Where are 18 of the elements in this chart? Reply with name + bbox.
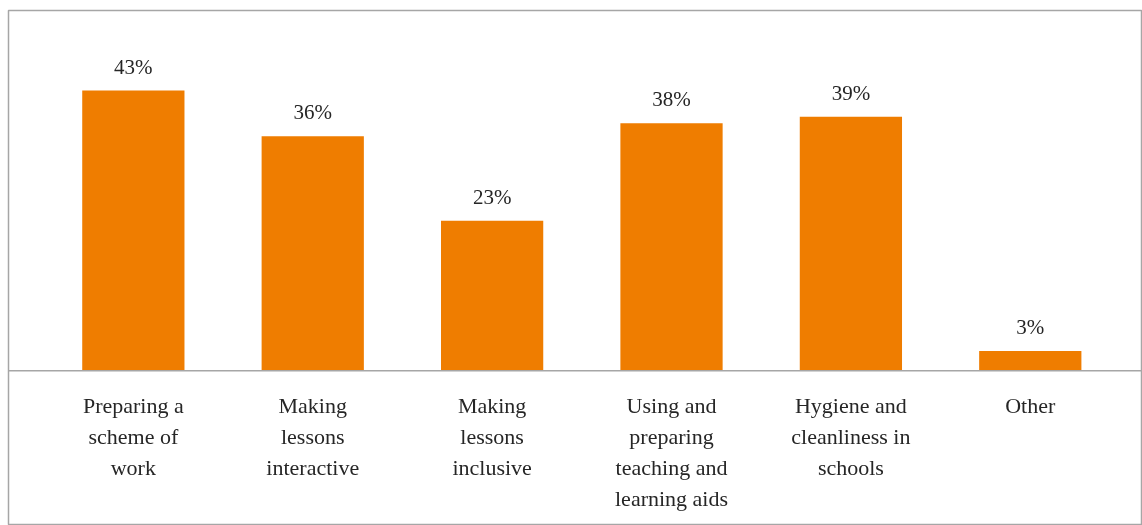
bar (261, 136, 364, 371)
data-label: 43% (114, 54, 153, 79)
x-tick-label: Using and preparing teaching and learning aids (615, 392, 729, 512)
bar (82, 90, 185, 371)
data-label: 38% (652, 87, 691, 112)
x-tick-label: Other (1005, 392, 1056, 418)
x-tick-label: Making lessons interactive (266, 392, 360, 481)
data-label: 36% (293, 100, 332, 125)
x-tick-label: Hygiene and cleanliness in schools (791, 392, 911, 481)
data-label: 3% (1016, 315, 1045, 340)
bar (979, 351, 1082, 371)
data-label: 23% (472, 184, 512, 209)
x-tick-label: Preparing a scheme of work (82, 392, 184, 481)
bar (441, 220, 544, 371)
bar (620, 123, 723, 371)
data-label: 39% (831, 80, 871, 105)
x-tick-label: Making lessons inclusive (452, 392, 532, 481)
bar (799, 116, 903, 371)
